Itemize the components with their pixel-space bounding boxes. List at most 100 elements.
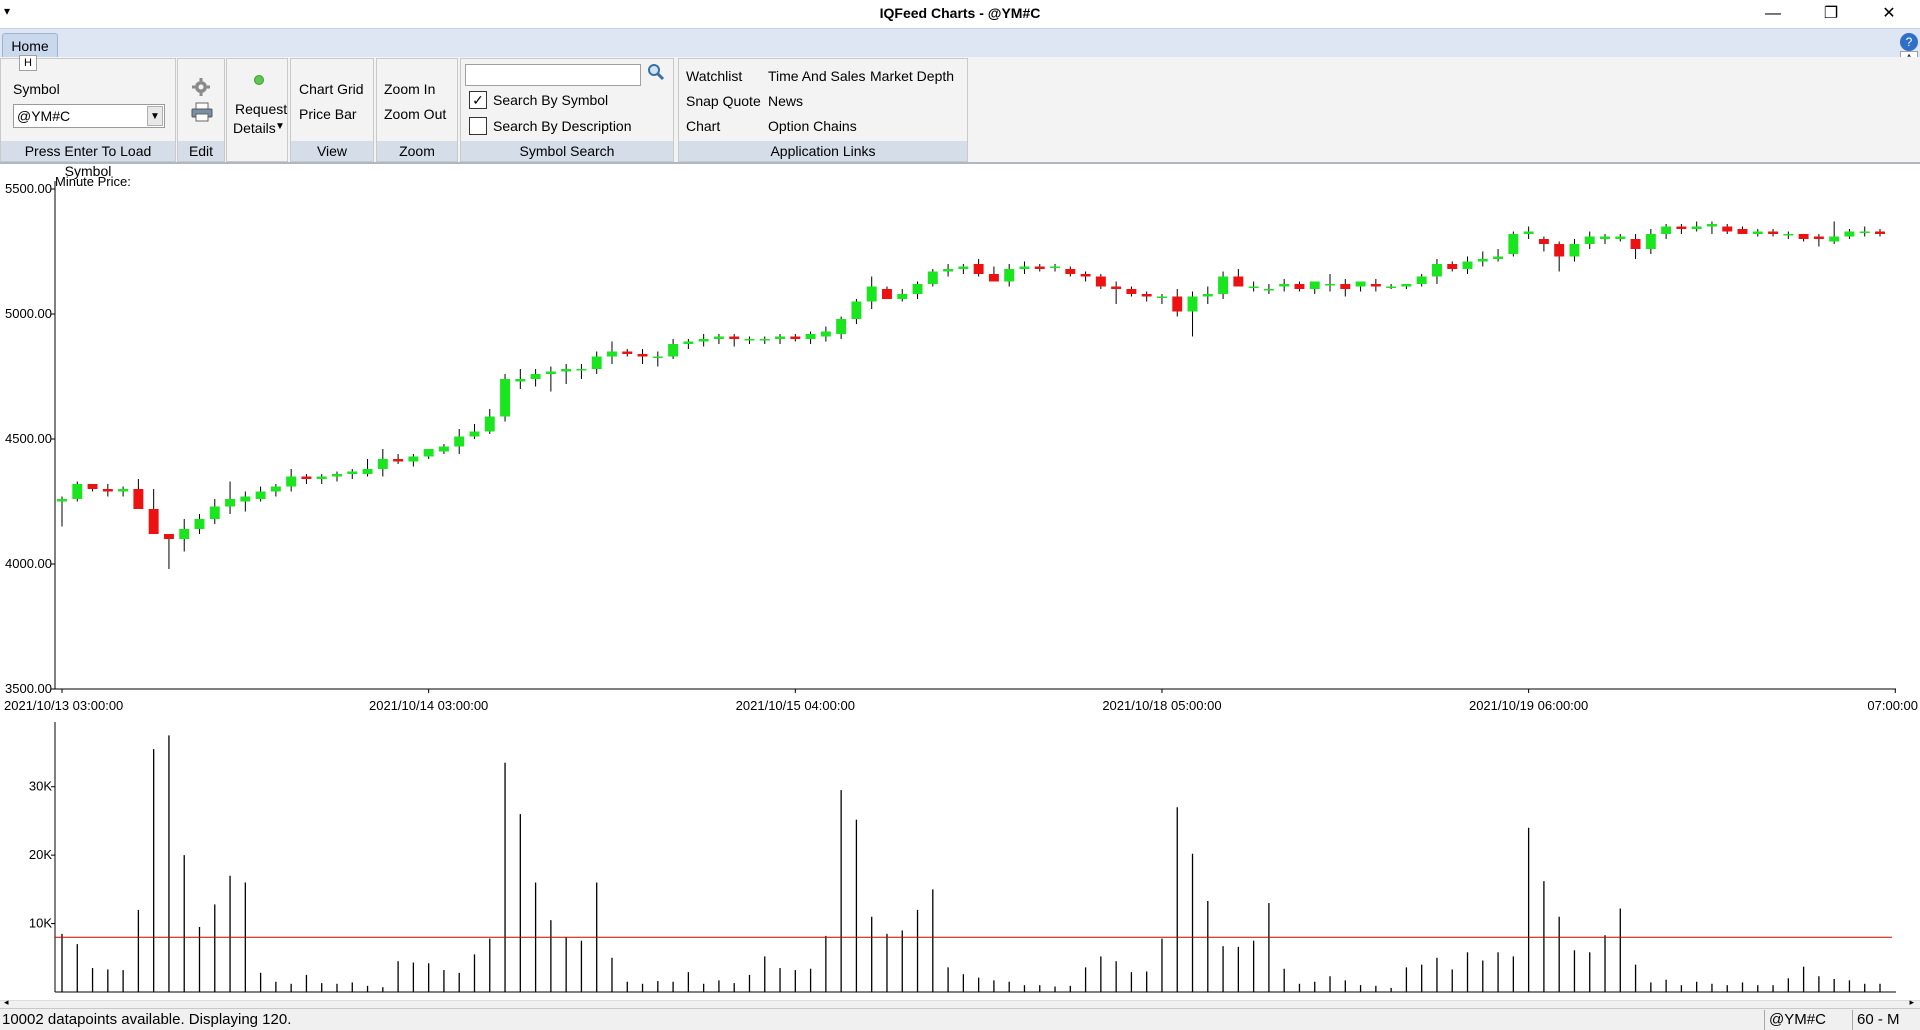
help-icon[interactable]: ? bbox=[1900, 33, 1918, 51]
candle-down bbox=[148, 509, 159, 534]
option-chains-link[interactable]: Option Chains bbox=[768, 118, 857, 134]
request-details-group[interactable]: Request Details ▼ bbox=[226, 58, 288, 162]
candle-up bbox=[1431, 264, 1442, 277]
candle-down bbox=[1294, 284, 1305, 289]
candle-up bbox=[1248, 286, 1259, 288]
watchlist-link[interactable]: Watchlist bbox=[686, 68, 743, 84]
time-and-sales-link[interactable]: Time And Sales bbox=[768, 68, 866, 84]
snap-quote-link[interactable]: Snap Quote bbox=[686, 93, 761, 109]
candle-up bbox=[484, 416, 495, 432]
chart-link[interactable]: Chart bbox=[686, 118, 721, 134]
candle-up bbox=[851, 301, 862, 319]
candle-down bbox=[882, 289, 892, 299]
candle-down bbox=[1722, 226, 1733, 232]
tab-home[interactable]: Home bbox=[2, 33, 58, 59]
price-y-tick-label: 5500.00 bbox=[5, 181, 52, 196]
zoom-in-button[interactable]: Zoom In bbox=[384, 81, 436, 97]
zoom-group: Zoom In Zoom Out Zoom bbox=[376, 58, 458, 162]
candle-up bbox=[958, 266, 969, 269]
candle-up bbox=[1569, 244, 1580, 257]
candle-up bbox=[423, 449, 434, 457]
chart-grid-button[interactable]: Chart Grid bbox=[299, 81, 364, 97]
candle-down bbox=[1630, 239, 1641, 249]
symbol-combo[interactable]: @YM#C ▼ bbox=[13, 104, 165, 128]
candle-up bbox=[759, 339, 770, 341]
candle-up bbox=[469, 431, 480, 437]
candle-down bbox=[163, 534, 174, 539]
candle-up bbox=[286, 476, 297, 487]
candle-up bbox=[515, 379, 526, 382]
horizontal-scrollbar[interactable]: ◂ ▸ bbox=[0, 997, 1920, 1008]
candle-down bbox=[1813, 236, 1824, 239]
close-button[interactable]: ✕ bbox=[1882, 5, 1896, 22]
status-symbol: @YM#C bbox=[1764, 1010, 1852, 1030]
search-by-symbol-checkbox[interactable]: ✓ bbox=[469, 91, 487, 109]
minimize-button[interactable]: — bbox=[1765, 5, 1781, 22]
maximize-button[interactable]: ❐ bbox=[1823, 5, 1839, 22]
candle-up bbox=[194, 519, 205, 529]
candle-up bbox=[1263, 289, 1274, 291]
candle-up bbox=[1416, 276, 1427, 284]
datapoints-status: 10002 datapoints available. Displaying 1… bbox=[2, 1011, 292, 1028]
chart-area[interactable]: Minute Price: 5500.00 5000.00 4500.00 4000.0… bbox=[0, 166, 1920, 1000]
candle-up bbox=[316, 476, 327, 479]
gear-icon[interactable] bbox=[191, 77, 211, 97]
market-depth-link[interactable]: Market Depth bbox=[870, 68, 955, 84]
symbol-search-group-caption: Symbol Search bbox=[461, 141, 673, 161]
search-icon[interactable] bbox=[645, 63, 667, 85]
candle-up bbox=[500, 379, 511, 417]
candle-down bbox=[1737, 229, 1748, 234]
search-by-description-checkbox[interactable] bbox=[469, 117, 487, 135]
scroll-left-icon[interactable]: ◂ bbox=[4, 997, 9, 1007]
candle-up bbox=[561, 369, 572, 372]
candle-up bbox=[270, 486, 281, 492]
candle-down bbox=[1141, 294, 1152, 297]
key-tip-h: H bbox=[19, 55, 37, 71]
candle-up bbox=[1202, 294, 1213, 297]
candle-down bbox=[1126, 289, 1137, 294]
candle-up bbox=[1386, 286, 1397, 288]
price-bar-button[interactable]: Price Bar bbox=[299, 106, 357, 122]
request-label-line1[interactable]: Request bbox=[235, 101, 288, 117]
x-tick-label: 2021/10/13 03:00:00 bbox=[4, 698, 123, 713]
search-by-description-label[interactable]: Search By Description bbox=[493, 118, 632, 134]
candle-up bbox=[866, 286, 877, 302]
printer-icon[interactable] bbox=[191, 102, 213, 122]
dropdown-arrow-icon[interactable]: ▼ bbox=[275, 121, 285, 132]
scroll-right-icon[interactable]: ▸ bbox=[1909, 997, 1914, 1007]
candle-up bbox=[545, 371, 556, 374]
status-bar: 10002 datapoints available. Displaying 1… bbox=[0, 1008, 1920, 1030]
candle-up bbox=[1645, 234, 1656, 249]
zoom-group-caption: Zoom bbox=[377, 141, 457, 161]
candle-up bbox=[591, 356, 602, 369]
candle-up bbox=[607, 351, 617, 357]
symbol-group-caption: Press Enter To Load Symbol bbox=[1, 141, 175, 179]
edit-group: Edit bbox=[177, 58, 225, 162]
request-label-line2[interactable]: Details bbox=[233, 120, 276, 136]
price-y-tick-label: 3500.00 bbox=[5, 681, 52, 696]
candle-up bbox=[1783, 234, 1794, 236]
candle-up bbox=[1004, 269, 1015, 282]
candle-down bbox=[973, 264, 984, 274]
candle-down bbox=[1111, 286, 1122, 289]
zoom-out-button[interactable]: Zoom Out bbox=[384, 106, 447, 122]
candle-up bbox=[927, 271, 938, 284]
candle-up bbox=[1859, 231, 1870, 233]
price-volume-chart[interactable]: Minute Price:5500.00 5000.00 4500.00 4000.0… bbox=[0, 166, 1920, 1000]
candle-up bbox=[698, 339, 709, 342]
candle-up bbox=[240, 496, 251, 502]
system-menu-icon[interactable]: ▾ bbox=[4, 4, 11, 18]
chevron-down-icon[interactable]: ▼ bbox=[147, 106, 163, 126]
search-input[interactable] bbox=[465, 64, 641, 86]
news-link[interactable]: News bbox=[768, 93, 804, 109]
x-tick-label: 2021/10/18 05:00:00 bbox=[1102, 698, 1221, 713]
symbol-value[interactable]: @YM#C bbox=[17, 108, 71, 124]
candle-up bbox=[897, 294, 908, 299]
candle-up bbox=[1218, 276, 1229, 294]
candle-down bbox=[637, 354, 648, 357]
status-interval[interactable]: 60 - M bbox=[1852, 1010, 1920, 1030]
search-by-symbol-label[interactable]: Search By Symbol bbox=[493, 92, 609, 108]
x-tick-label: 07:00:00 bbox=[1867, 698, 1918, 713]
candle-up bbox=[1019, 266, 1030, 269]
candle-up bbox=[805, 334, 816, 339]
